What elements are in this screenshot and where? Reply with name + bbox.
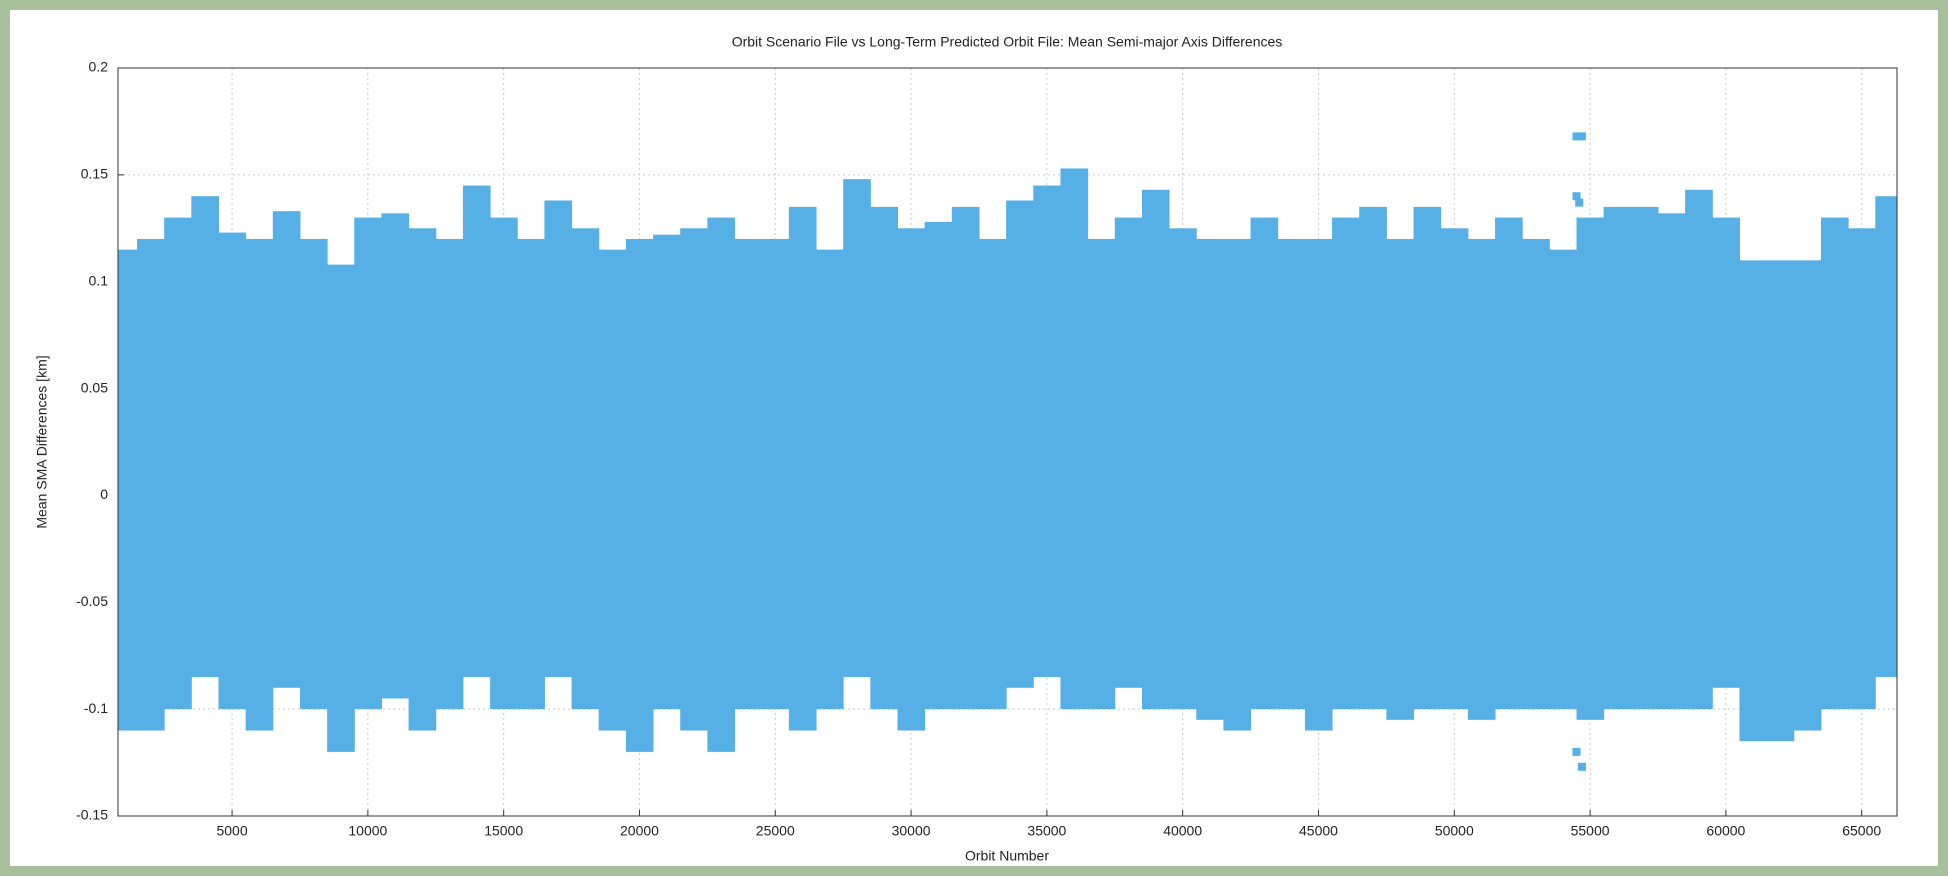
data-band	[245, 238, 274, 731]
data-band	[1277, 238, 1306, 710]
data-band	[1603, 206, 1632, 710]
plot-frame	[117, 67, 1898, 817]
x-tick-label: 15000	[484, 823, 523, 839]
x-tick-label: 65000	[1842, 823, 1881, 839]
data-band	[1549, 249, 1578, 710]
outlier-point	[1572, 132, 1581, 141]
y-tick-label: -0.05	[76, 593, 108, 609]
data-band	[1196, 238, 1224, 720]
data-band	[924, 221, 953, 710]
data-band	[761, 238, 790, 710]
data-band	[707, 217, 736, 752]
data-band	[1522, 238, 1550, 710]
data-band	[1386, 238, 1415, 720]
y-axis-label: Mean SMA Differences [km]	[34, 355, 50, 528]
data-band	[1657, 213, 1686, 710]
data-band	[1332, 217, 1360, 710]
data-band	[1033, 185, 1061, 678]
x-tick-label: 60000	[1706, 823, 1745, 839]
data-band	[625, 238, 654, 752]
data-band	[571, 228, 600, 710]
data-band	[1467, 238, 1496, 720]
data-band	[1630, 206, 1659, 710]
data-band	[1576, 217, 1605, 720]
x-tick-label: 50000	[1435, 823, 1474, 839]
outlier-point	[1577, 132, 1586, 141]
data-band	[517, 238, 545, 710]
data-band	[272, 211, 301, 688]
y-tick-label: -0.15	[76, 807, 108, 823]
data-band	[1495, 217, 1523, 710]
x-tick-label: 10000	[348, 823, 387, 839]
data-band	[1766, 260, 1795, 742]
data-band	[137, 238, 165, 731]
data-band	[327, 264, 355, 752]
y-tick-label: 0.05	[81, 379, 108, 395]
data-band	[191, 196, 219, 678]
outlier-point	[1575, 198, 1584, 207]
data-band	[1820, 217, 1849, 710]
data-band	[1006, 200, 1034, 688]
data-band	[164, 217, 192, 710]
x-tick-label: 30000	[892, 823, 931, 839]
data-band	[680, 228, 708, 731]
data-band	[1440, 228, 1469, 710]
data-band	[118, 249, 138, 731]
data-band	[870, 206, 899, 710]
data-band	[299, 238, 328, 710]
data-band	[951, 206, 980, 710]
data-band	[1413, 206, 1442, 710]
data-band	[1250, 217, 1279, 710]
data-band	[788, 206, 817, 731]
data-band	[1304, 238, 1333, 731]
data-band	[408, 228, 437, 731]
x-tick-label: 20000	[620, 823, 659, 839]
x-tick-label: 25000	[756, 823, 795, 839]
data-band	[1848, 228, 1876, 710]
y-tick-label: 0.1	[89, 272, 109, 288]
data-band	[1793, 260, 1822, 731]
data-band	[435, 238, 464, 710]
x-tick-label: 35000	[1027, 823, 1066, 839]
data-band	[544, 200, 573, 678]
data-band	[354, 217, 382, 710]
data-band	[598, 249, 627, 731]
data-band	[490, 217, 518, 710]
data-band	[1685, 189, 1713, 710]
data-band	[218, 232, 247, 710]
x-tick-label: 40000	[1163, 823, 1202, 839]
x-tick-label: 45000	[1299, 823, 1338, 839]
data-band	[1712, 217, 1740, 688]
x-tick-label: 55000	[1571, 823, 1610, 839]
data-band	[1114, 217, 1143, 688]
x-tick-label: 5000	[216, 823, 247, 839]
outlier-point	[1572, 192, 1581, 201]
data-band	[1169, 228, 1197, 710]
data-band	[1359, 206, 1387, 710]
outlier-point	[1577, 762, 1586, 771]
data-band	[653, 234, 681, 710]
data-band	[1060, 168, 1089, 710]
data-band	[1087, 238, 1116, 710]
data-band	[816, 249, 844, 710]
data-band	[843, 179, 871, 678]
y-tick-label: 0.15	[81, 166, 108, 182]
data-band	[381, 213, 410, 699]
data-band	[1875, 196, 1898, 678]
y-tick-label: -0.1	[84, 700, 108, 716]
y-tick-label: 0	[100, 486, 108, 502]
data-band	[462, 185, 491, 678]
data-band	[1223, 238, 1252, 731]
data-band	[897, 228, 926, 731]
data-band	[1739, 260, 1768, 742]
data-band	[1141, 189, 1170, 710]
data-band	[978, 238, 1007, 710]
y-tick-label: 0.2	[89, 59, 109, 75]
chart-title: Orbit Scenario File vs Long-Term Predict…	[732, 34, 1283, 50]
outlier-point	[1572, 747, 1581, 756]
data-band	[734, 238, 763, 710]
x-axis-label: Orbit Number	[965, 848, 1049, 864]
